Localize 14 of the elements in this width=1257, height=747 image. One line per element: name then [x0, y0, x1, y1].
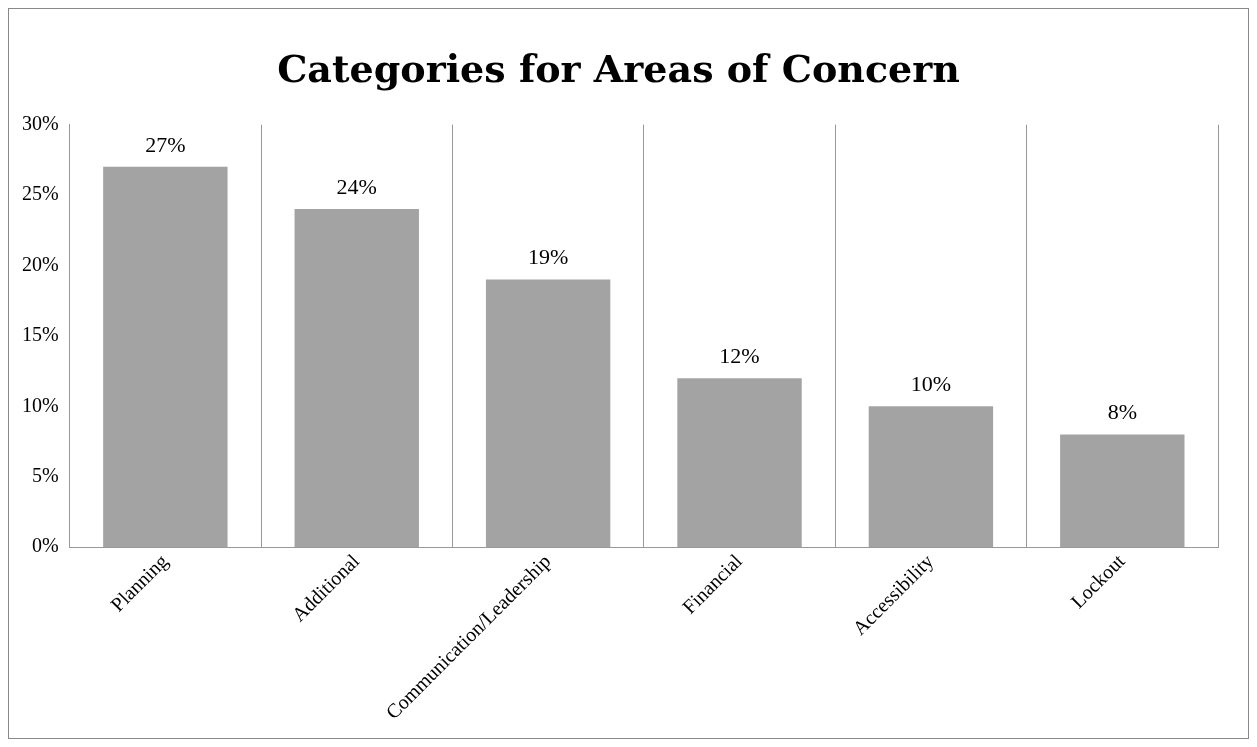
data-label: 8% [1107, 399, 1137, 425]
data-label: 27% [145, 131, 186, 157]
y-tick-label: 20% [21, 252, 59, 275]
y-tick-label: 30% [21, 111, 59, 134]
data-label: 12% [719, 342, 760, 368]
y-tick-label: 0% [31, 534, 59, 557]
y-tick-label: 5% [31, 463, 59, 486]
chart-title: Categories for Areas of Concern [277, 45, 960, 91]
data-label: 24% [336, 173, 377, 199]
data-label: 19% [527, 244, 569, 270]
y-tick-label: 25% [21, 182, 59, 205]
y-tick-label: 10% [21, 393, 59, 416]
data-label: 10% [910, 371, 952, 397]
y-tick-label: 15% [21, 323, 59, 346]
